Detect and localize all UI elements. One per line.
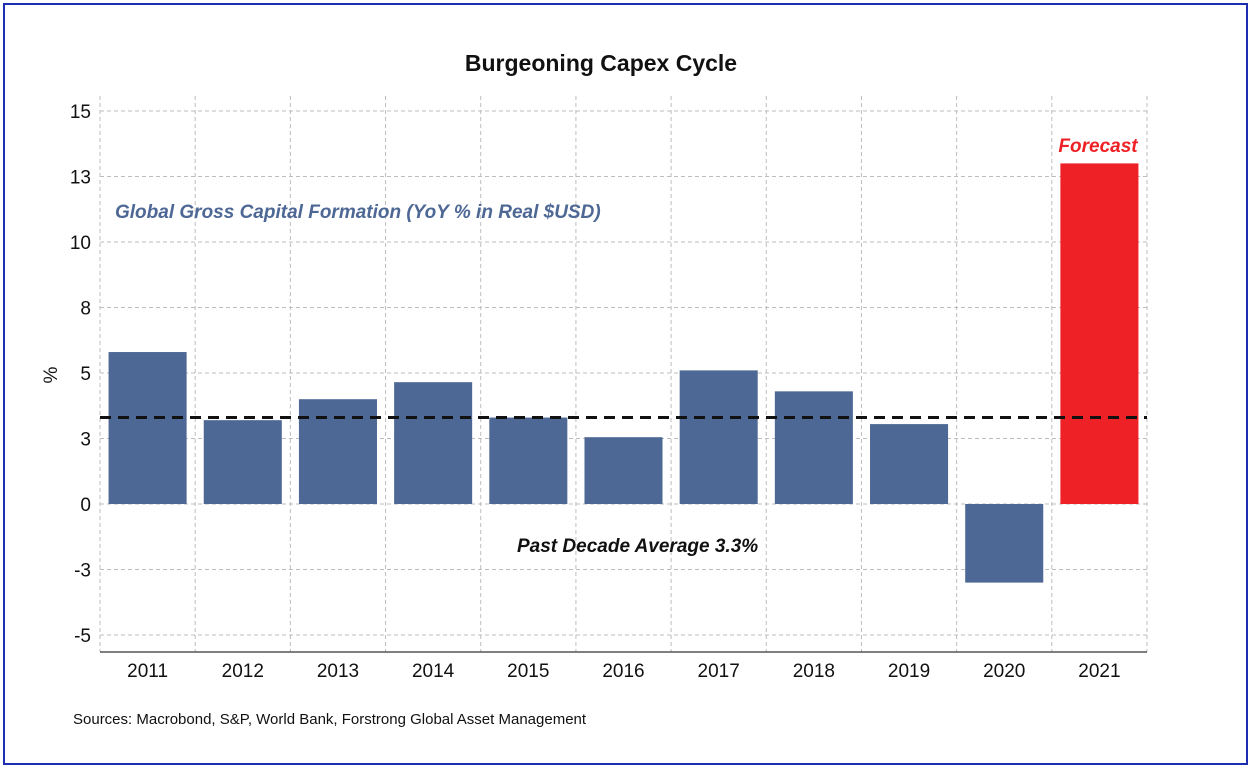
bar-2014	[394, 382, 473, 504]
y-tick-label: 8	[80, 299, 91, 320]
x-tick-label: 2019	[888, 661, 930, 682]
y-tick-label: -3	[74, 561, 91, 582]
x-tick-label: 2018	[793, 661, 835, 682]
x-axis-ticks: 2011 2012 2013 2014 2015 2016 2017 2018 2019 2020…	[127, 661, 1120, 682]
grid	[99, 96, 1148, 652]
y-tick-label: 10	[70, 233, 91, 254]
y-tick-label: 13	[70, 168, 91, 189]
x-tick-label: 2013	[317, 661, 359, 682]
bar-2020	[965, 504, 1044, 583]
x-tick-label: 2015	[507, 661, 549, 682]
series-label: Global Gross Capital Formation (YoY % in…	[115, 202, 601, 223]
y-tick-label: 3	[80, 430, 91, 451]
bar-2011	[108, 352, 187, 504]
average-label: Past Decade Average 3.3%	[517, 536, 758, 557]
x-tick-label: 2012	[222, 661, 264, 682]
y-tick-label: 0	[80, 495, 91, 516]
y-axis-label: %	[41, 366, 62, 383]
chart-title: Burgeoning Capex Cycle	[465, 50, 737, 76]
x-tick-label: 2016	[602, 661, 644, 682]
y-tick-label: 5	[80, 364, 91, 385]
bars	[108, 163, 1139, 583]
y-tick-label: 15	[70, 102, 91, 123]
forecast-label: Forecast	[1058, 136, 1138, 157]
x-tick-label: 2017	[698, 661, 740, 682]
bar-2016	[584, 437, 663, 504]
chart-frame	[3, 3, 1248, 765]
y-axis-ticks: 15 13 10 8 5 3 0 -3 -5	[70, 102, 91, 647]
y-tick-label: -5	[74, 626, 91, 647]
x-tick-label: 2011	[127, 661, 168, 682]
bar-2018	[774, 391, 853, 504]
bar-2021	[1060, 163, 1139, 504]
bar-2012	[203, 420, 282, 504]
bar-2013	[298, 399, 377, 504]
x-tick-label: 2021	[1078, 661, 1120, 682]
bar-2015	[489, 417, 568, 504]
bar-2019	[870, 424, 949, 504]
source-note: Sources: Macrobond, S&P, World Bank, For…	[73, 711, 587, 728]
bar-2017	[679, 370, 758, 504]
x-tick-label: 2020	[983, 661, 1025, 682]
x-tick-label: 2014	[412, 661, 455, 682]
